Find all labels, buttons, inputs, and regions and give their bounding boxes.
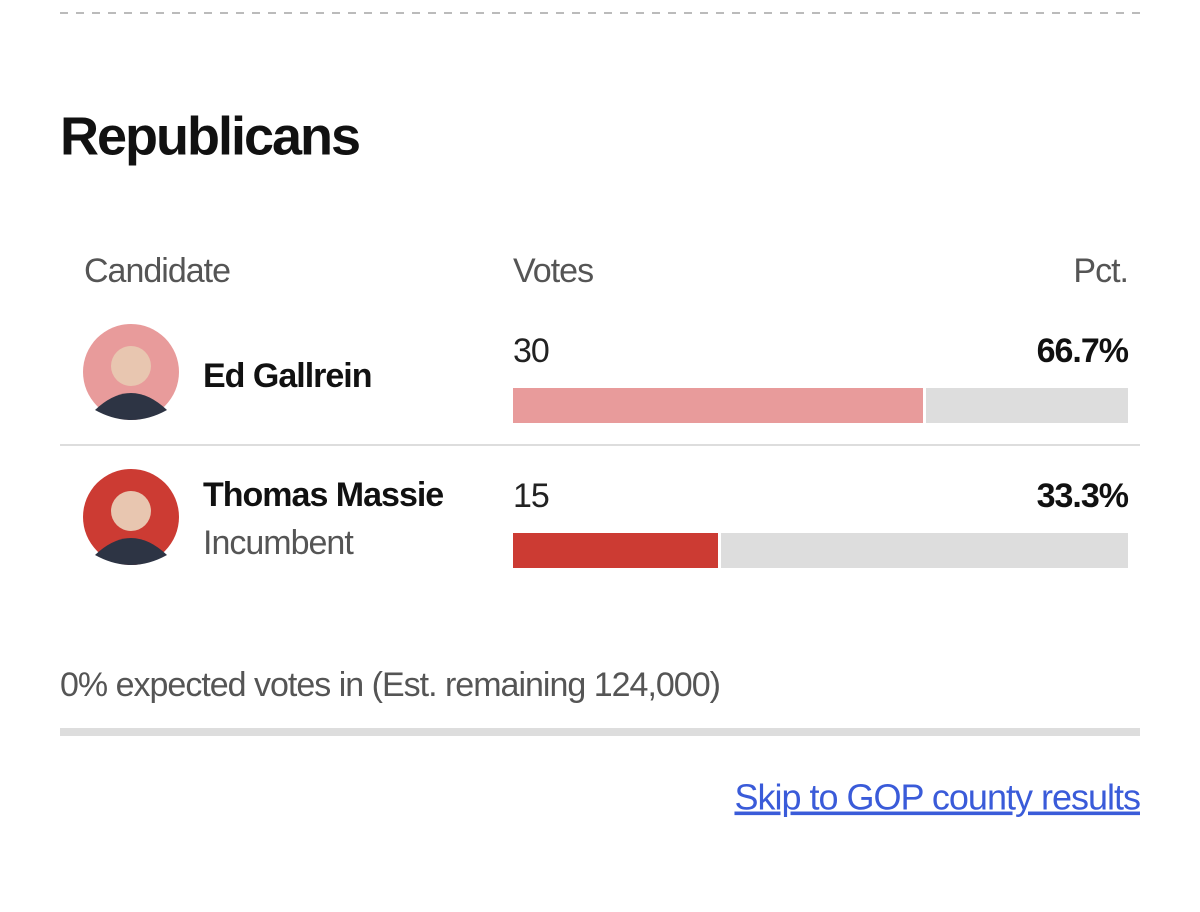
column-header: Pct. — [1073, 252, 1128, 290]
photo-shoulders — [95, 538, 167, 565]
vote-count: 30 — [513, 332, 549, 370]
vote-count: 15 — [513, 477, 549, 515]
column-header: Votes — [513, 252, 593, 290]
photo-head — [111, 491, 151, 531]
candidate-photo — [83, 469, 179, 565]
vote-percent: 66.7% — [1037, 332, 1129, 370]
footer-note: 0% expected votes in (Est. remaining 124… — [60, 666, 720, 704]
footer-rule — [60, 728, 1140, 736]
column-header: Candidate — [84, 252, 230, 290]
section-title: Republicans — [60, 106, 359, 166]
bar-track — [721, 533, 1128, 568]
candidate-name: Ed Gallrein — [203, 357, 372, 395]
candidate-name: Thomas Massie — [203, 476, 443, 514]
vote-bar — [513, 388, 923, 423]
vote-bar — [513, 533, 718, 568]
table-rows: Ed Gallrein 30 66.7% Thomas Massie Incumbent… — [60, 324, 1140, 568]
photo-shoulders — [95, 393, 167, 420]
candidate-photo — [83, 324, 179, 420]
county-results-link[interactable]: Skip to GOP county results — [734, 777, 1141, 818]
photo-head — [111, 346, 151, 386]
candidate-status: Incumbent — [203, 524, 354, 562]
vote-percent: 33.3% — [1037, 477, 1129, 515]
bar-track — [926, 388, 1128, 423]
